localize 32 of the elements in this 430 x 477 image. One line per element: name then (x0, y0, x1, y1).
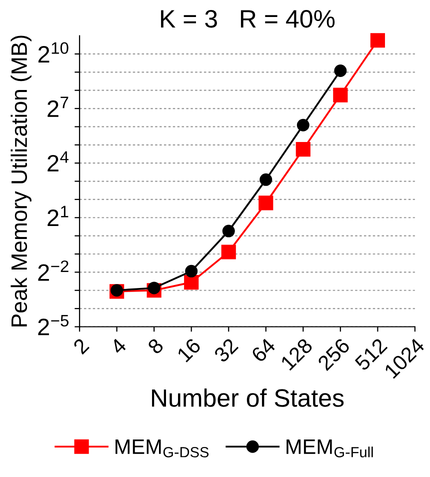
point (334, 64, 347, 77)
y-tick-label: 2$^{−2}$ (38, 260, 68, 281)
legend-label: MEM$_{G-Full}$ (286, 440, 373, 458)
x-tick-label: 2 (72, 338, 90, 355)
chart-title: K = 3 R = 40% (161, 10, 335, 28)
y-axis-title: Peak Memory Utilization (MB) (10, 36, 32, 326)
point (184, 275, 199, 290)
y-tick-label: 2$^{−5}$ (38, 314, 69, 336)
y-tick-label: 2$^{7}$ (48, 96, 68, 117)
legend-label: MEM$_{G-DSS}$ (116, 440, 209, 458)
y-tick-label: 2$^{1}$ (48, 206, 68, 226)
point (296, 118, 310, 132)
x-tick-label: 256 (316, 338, 351, 372)
point (333, 88, 348, 102)
y-tick-label: 2$^{10}$ (38, 42, 68, 62)
x-tick-label: 4 (110, 337, 128, 355)
x-tick-label: 8 (146, 337, 164, 355)
x-tick-label: 128 (280, 337, 314, 371)
x-tick-label: 32 (213, 338, 239, 364)
y-tick-label: 2$^{4}$ (48, 151, 69, 172)
point (221, 244, 236, 260)
x-tick-label: 64 (250, 337, 276, 363)
x-axis-title: Number of States (152, 388, 344, 407)
point (148, 282, 160, 294)
point (370, 33, 385, 48)
point (222, 224, 235, 238)
x-tick-label: 16 (176, 338, 202, 363)
point (185, 264, 198, 278)
point (296, 142, 310, 157)
x-tick-label: 512 (354, 338, 388, 372)
point (260, 173, 272, 186)
point (258, 196, 274, 210)
